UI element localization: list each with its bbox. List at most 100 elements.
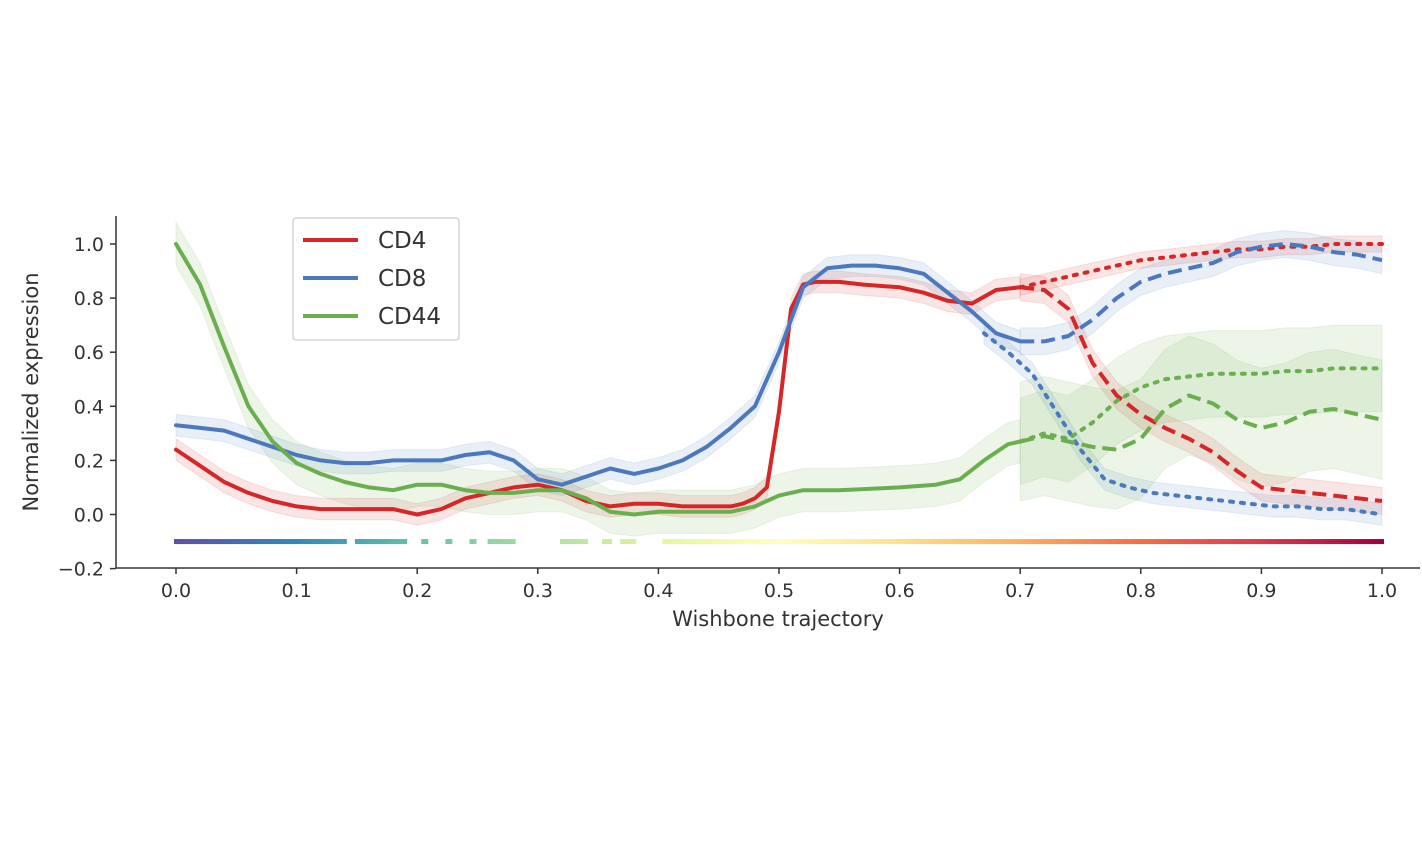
trajectory-cell [258, 539, 263, 545]
trajectory-cell [1274, 539, 1279, 545]
trajectory-cell [668, 539, 673, 545]
trajectory-cell [469, 539, 474, 545]
trajectory-cell [951, 539, 956, 545]
trajectory-cell [692, 539, 697, 545]
trajectory-cell [1144, 539, 1149, 545]
trajectory-cell [1253, 539, 1258, 545]
trajectory-cell [1380, 539, 1384, 545]
trajectory-cell [1343, 539, 1348, 545]
trajectory-cell [876, 539, 881, 545]
trajectory-cell [1168, 539, 1173, 545]
trajectory-cell [680, 539, 685, 545]
trajectory-cell [994, 539, 999, 545]
trajectory-cell [1018, 539, 1023, 545]
trajectory-cell [915, 539, 920, 545]
trajectory-cell [1063, 539, 1068, 545]
trajectory-cell [969, 539, 974, 545]
trajectory-cell [255, 539, 260, 545]
y-tick-label: 0.6 [74, 342, 104, 364]
trajectory-cell [1066, 539, 1071, 545]
trajectory-cell [189, 539, 194, 545]
trajectory-cell [243, 539, 248, 545]
trajectory-cell [906, 539, 911, 545]
trajectory-cell [722, 539, 727, 545]
trajectory-cell [1265, 539, 1270, 545]
trajectory-cell [1217, 539, 1222, 545]
trajectory-cell [279, 539, 284, 545]
trajectory-cell [936, 539, 941, 545]
trajectory-cell [282, 539, 287, 545]
trajectory-cell [1006, 539, 1011, 545]
trajectory-cell [801, 539, 806, 545]
trajectory-cell [903, 539, 908, 545]
trajectory-cell [605, 539, 610, 545]
trajectory-cell [1286, 539, 1291, 545]
trajectory-cell [891, 539, 896, 545]
trajectory-cell [982, 539, 987, 545]
trajectory-cell [291, 539, 296, 545]
trajectory-cell [1364, 539, 1369, 545]
trajectory-cell [1352, 539, 1357, 545]
trajectory-cell [571, 539, 576, 545]
trajectory-cell [674, 539, 679, 545]
trajectory-cell [764, 539, 769, 545]
trajectory-cell [369, 539, 374, 545]
trajectory-cell [354, 539, 359, 545]
trajectory-cell [1108, 539, 1113, 545]
trajectory-cell [192, 539, 197, 545]
trajectory-cell [855, 539, 860, 545]
trajectory-cell [1271, 539, 1276, 545]
trajectory-cell [975, 539, 980, 545]
trajectory-cell [737, 539, 742, 545]
trajectory-cell [1241, 539, 1246, 545]
trajectory-cell [963, 539, 968, 545]
trajectory-cell [1250, 539, 1255, 545]
trajectory-cell [222, 539, 227, 545]
trajectory-cell [783, 539, 788, 545]
trajectory-cell [1048, 539, 1053, 545]
trajectory-cell [234, 539, 239, 545]
trajectory-cell [216, 539, 221, 545]
trajectory-cell [846, 539, 851, 545]
trajectory-cell [228, 539, 233, 545]
x-axis-title: Wishbone trajectory [672, 607, 884, 631]
legend-box [292, 217, 460, 341]
trajectory-cell [562, 539, 567, 545]
trajectory-cell [174, 539, 178, 545]
trajectory-cell [734, 539, 739, 545]
trajectory-cell [840, 539, 845, 545]
x-tick-label: 0.9 [1246, 580, 1276, 602]
trajectory-cell [888, 539, 893, 545]
trajectory-cell [743, 539, 748, 545]
trajectory-cell [825, 539, 830, 545]
trajectory-cell [1036, 539, 1041, 545]
trajectory-cell [1205, 539, 1210, 545]
trajectory-cell [1244, 539, 1249, 545]
legend-label-cd44: CD44 [378, 304, 441, 330]
trajectory-cell [761, 539, 766, 545]
trajectory-cell [960, 539, 965, 545]
trajectory-cell [273, 539, 278, 545]
trajectory-cell [1039, 539, 1044, 545]
trajectory-cell [1177, 539, 1182, 545]
trajectory-cell [252, 539, 257, 545]
trajectory-cell [1111, 539, 1116, 545]
trajectory-cell [930, 539, 935, 545]
line-cd8-branch-dashed [1020, 242, 1383, 344]
trajectory-cell [496, 539, 501, 545]
trajectory-cell [1009, 539, 1014, 545]
line-cd44-trunk [174, 242, 1023, 517]
trajectory-cell [508, 539, 513, 545]
trajectory-cell [1322, 539, 1327, 545]
trajectory-cell [1159, 539, 1164, 545]
trajectory-cell [927, 539, 932, 545]
trajectory-cell [574, 539, 579, 545]
trajectory-cell [264, 539, 269, 545]
trajectory-cell [1238, 539, 1243, 545]
x-tick-label: 0.7 [1005, 580, 1035, 602]
trajectory-cell [1256, 539, 1261, 545]
trajectory-cell [819, 539, 824, 545]
trajectory-cell [882, 539, 887, 545]
trajectory-cell [276, 539, 281, 545]
trajectory-cell [363, 539, 368, 545]
